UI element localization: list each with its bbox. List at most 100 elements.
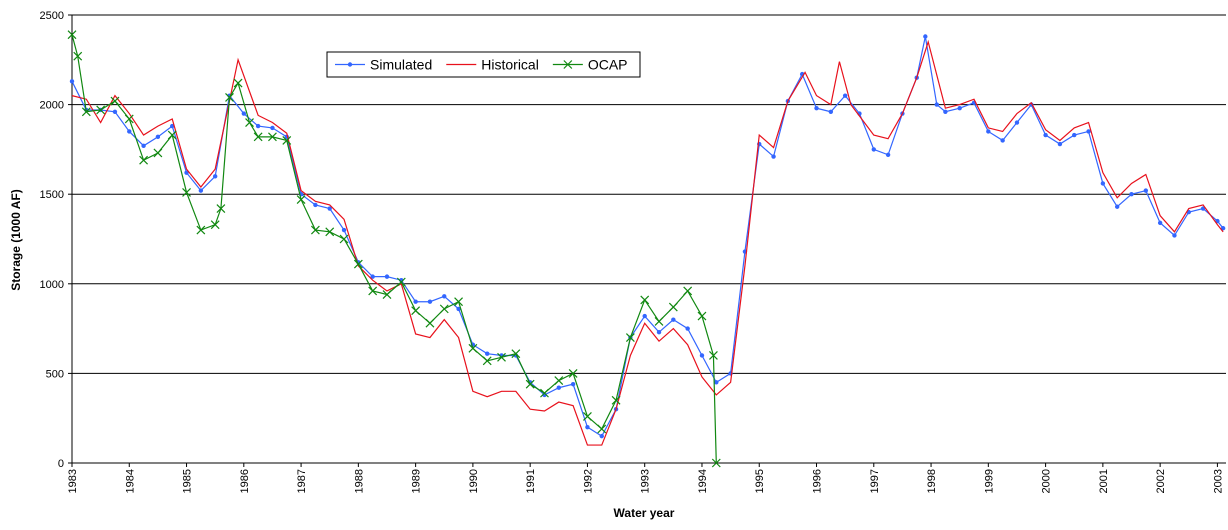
- point-marker: [327, 206, 332, 211]
- point-marker: [127, 129, 132, 134]
- point-marker: [654, 317, 664, 326]
- point-marker: [482, 356, 492, 366]
- x-tick-label: 1988: [353, 469, 365, 493]
- point-marker: [339, 234, 349, 244]
- point-marker: [245, 118, 254, 127]
- point-marker: [1057, 141, 1063, 147]
- point-marker: [570, 381, 576, 387]
- point-marker: [711, 458, 721, 468]
- point-marker: [842, 93, 848, 98]
- legend-marker: [347, 62, 353, 67]
- point-marker: [640, 295, 650, 305]
- point-marker: [370, 274, 375, 279]
- point-marker: [1072, 132, 1077, 138]
- point-marker: [1114, 204, 1120, 209]
- y-tick-label: 1500: [40, 189, 64, 201]
- point-marker: [1129, 192, 1134, 197]
- point-marker: [427, 299, 433, 304]
- x-tick-label: 2001: [1098, 469, 1110, 493]
- point-marker: [110, 96, 120, 106]
- point-marker: [525, 379, 535, 389]
- point-marker: [714, 380, 719, 385]
- x-tick-label: 1985: [182, 469, 194, 493]
- point-marker: [198, 188, 204, 193]
- point-marker: [485, 351, 490, 356]
- y-tick-label: 0: [58, 458, 64, 470]
- series-line: [71, 39, 1224, 446]
- point-marker: [67, 30, 77, 40]
- point-marker: [1043, 132, 1048, 138]
- point-marker: [268, 132, 277, 142]
- point-marker: [568, 368, 578, 378]
- point-marker: [1086, 129, 1091, 134]
- point-marker: [425, 318, 435, 328]
- x-tick-label: 2000: [1041, 469, 1053, 493]
- point-marker: [96, 105, 106, 115]
- point-marker: [771, 154, 776, 159]
- series-line: [71, 36, 1224, 437]
- point-marker: [69, 79, 75, 84]
- point-marker: [153, 148, 163, 158]
- point-marker: [353, 259, 363, 269]
- x-tick-label: 2003: [1212, 469, 1224, 493]
- point-marker: [396, 277, 406, 287]
- point-marker: [210, 220, 220, 230]
- point-marker: [1172, 233, 1177, 238]
- point-marker: [599, 433, 604, 439]
- legend-marker: [563, 60, 573, 69]
- point-marker: [368, 286, 378, 296]
- x-tick-label: 1983: [67, 469, 79, 493]
- point-marker: [1000, 138, 1005, 143]
- point-marker: [182, 187, 191, 197]
- point-marker: [184, 170, 189, 175]
- point-marker: [341, 227, 347, 233]
- point-marker: [270, 125, 275, 131]
- point-marker: [697, 311, 707, 321]
- point-marker: [583, 411, 592, 421]
- x-tick-label: 1993: [640, 469, 652, 493]
- point-marker: [625, 333, 635, 342]
- point-marker: [439, 304, 449, 314]
- x-axis-title: Water year: [614, 506, 675, 520]
- point-marker: [73, 51, 83, 61]
- point-marker: [1143, 188, 1149, 193]
- point-marker: [170, 123, 175, 129]
- point-marker: [225, 93, 234, 102]
- point-marker: [923, 34, 928, 39]
- point-marker: [468, 343, 478, 353]
- point-marker: [871, 147, 876, 152]
- legend-label: OCAP: [588, 57, 628, 73]
- point-marker: [456, 306, 461, 312]
- point-marker: [442, 294, 447, 299]
- point-marker: [497, 352, 506, 362]
- legend-label: Historical: [481, 57, 539, 73]
- point-marker: [1100, 181, 1106, 186]
- x-tick-label: 1990: [468, 469, 480, 493]
- point-marker: [233, 78, 243, 88]
- point-marker: [957, 105, 962, 111]
- point-marker: [382, 290, 392, 299]
- y-tick-label: 2500: [40, 10, 64, 22]
- x-tick-label: 1997: [869, 469, 881, 493]
- legend-box: [326, 51, 641, 78]
- point-marker: [585, 424, 590, 430]
- y-tick-label: 1000: [40, 279, 64, 291]
- point-marker: [642, 313, 647, 319]
- point-marker: [384, 274, 390, 279]
- x-tick-label: 1994: [697, 469, 709, 493]
- point-marker: [155, 134, 161, 140]
- point-marker: [943, 109, 948, 114]
- point-marker: [81, 107, 91, 117]
- point-marker: [885, 152, 891, 157]
- y-axis-title: Storage (1000 AF): [9, 189, 23, 291]
- x-tick-label: 1991: [525, 469, 537, 493]
- point-marker: [668, 302, 678, 312]
- y-tick-label: 2000: [40, 100, 64, 112]
- x-tick-label: 1989: [411, 469, 423, 493]
- point-marker: [685, 326, 690, 331]
- point-marker: [611, 395, 621, 405]
- x-tick-label: 1996: [812, 469, 824, 493]
- series-line: [71, 34, 717, 464]
- legend-label: Simulated: [370, 57, 432, 73]
